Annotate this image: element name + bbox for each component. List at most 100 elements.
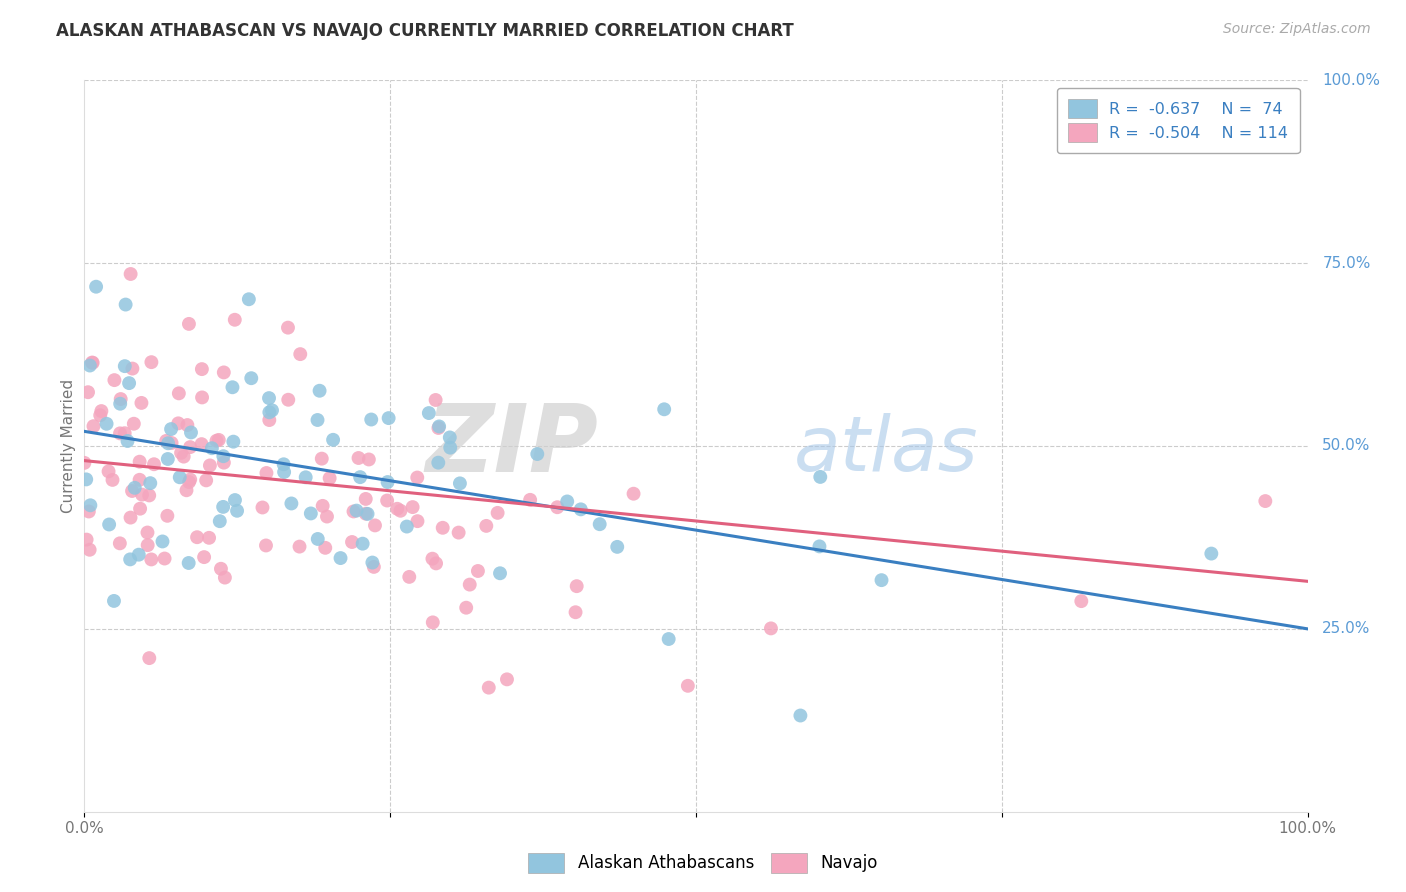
Point xyxy=(84,279,107,293)
Point xyxy=(456,600,478,615)
Point xyxy=(120,552,142,566)
Point xyxy=(363,560,385,574)
Point xyxy=(555,494,578,508)
Point xyxy=(141,355,163,369)
Point xyxy=(79,498,101,512)
Point xyxy=(108,426,131,441)
Point xyxy=(128,473,150,487)
Point xyxy=(311,451,333,466)
Point xyxy=(169,470,191,484)
Point xyxy=(252,500,274,515)
Point xyxy=(208,433,231,447)
Point xyxy=(79,542,101,557)
Point xyxy=(97,464,120,478)
Point xyxy=(427,419,450,434)
Text: atlas: atlas xyxy=(794,413,979,487)
Point xyxy=(257,391,280,405)
Point xyxy=(406,470,429,484)
Point xyxy=(122,417,145,431)
Point xyxy=(299,507,322,521)
Point xyxy=(173,450,195,464)
Point xyxy=(96,417,118,431)
Point xyxy=(208,514,231,528)
Point xyxy=(652,402,675,417)
Point xyxy=(526,447,548,461)
Point xyxy=(238,292,260,306)
Text: 100.0%: 100.0% xyxy=(1322,73,1381,87)
Text: 75.0%: 75.0% xyxy=(1322,256,1371,270)
Point xyxy=(311,499,333,513)
Point xyxy=(308,384,330,398)
Point xyxy=(375,493,398,508)
Point xyxy=(186,530,208,544)
Point xyxy=(377,475,399,489)
Point xyxy=(467,564,489,578)
Point xyxy=(361,556,384,570)
Point xyxy=(322,433,344,447)
Point xyxy=(108,536,131,550)
Point xyxy=(439,430,461,444)
Point xyxy=(179,473,201,487)
Text: ZIP: ZIP xyxy=(425,400,598,492)
Point xyxy=(277,320,299,334)
Point xyxy=(136,538,159,552)
Point xyxy=(569,502,592,516)
Point xyxy=(212,456,235,470)
Point xyxy=(346,503,368,517)
Point xyxy=(354,507,377,521)
Text: 25.0%: 25.0% xyxy=(1322,622,1371,636)
Point xyxy=(294,470,316,484)
Point xyxy=(870,573,893,587)
Point xyxy=(179,440,201,454)
Point xyxy=(128,455,150,469)
Point xyxy=(156,508,179,523)
Point xyxy=(89,409,111,423)
Point xyxy=(156,452,179,467)
Point xyxy=(1254,494,1277,508)
Point xyxy=(177,475,200,489)
Point xyxy=(129,501,152,516)
Point xyxy=(564,605,586,619)
Point xyxy=(114,297,136,311)
Point xyxy=(387,501,409,516)
Point xyxy=(352,537,374,551)
Point xyxy=(177,317,200,331)
Point xyxy=(478,681,501,695)
Point xyxy=(118,376,141,391)
Point xyxy=(425,392,447,407)
Text: ALASKAN ATHABASCAN VS NAVAJO CURRENTLY MARRIED CORRELATION CHART: ALASKAN ATHABASCAN VS NAVAJO CURRENTLY M… xyxy=(56,22,794,40)
Point xyxy=(170,446,193,460)
Point xyxy=(80,356,103,370)
Point xyxy=(198,458,221,473)
Point xyxy=(316,509,339,524)
Point xyxy=(82,356,104,370)
Point xyxy=(209,562,232,576)
Point xyxy=(422,551,444,566)
Point xyxy=(153,551,176,566)
Point xyxy=(357,452,380,467)
Point xyxy=(432,521,454,535)
Point xyxy=(546,500,568,515)
Point xyxy=(103,373,125,387)
Point xyxy=(439,441,461,455)
Point xyxy=(124,481,146,495)
Point xyxy=(73,456,96,470)
Point xyxy=(224,493,246,508)
Point xyxy=(418,406,440,420)
Point xyxy=(191,391,214,405)
Point xyxy=(290,347,312,361)
Point xyxy=(110,392,132,406)
Point xyxy=(114,359,136,373)
Point xyxy=(98,517,121,532)
Point xyxy=(240,371,263,385)
Point xyxy=(307,413,329,427)
Point xyxy=(108,397,131,411)
Point xyxy=(356,507,378,521)
Point xyxy=(377,411,399,425)
Point xyxy=(789,708,811,723)
Point xyxy=(458,577,481,591)
Point xyxy=(475,519,498,533)
Legend: R =  -0.637   N =  74, R =  -0.504   N = 114: R = -0.637 N = 74, R = -0.504 N = 114 xyxy=(1057,88,1299,153)
Point xyxy=(82,419,104,434)
Point xyxy=(1201,547,1223,561)
